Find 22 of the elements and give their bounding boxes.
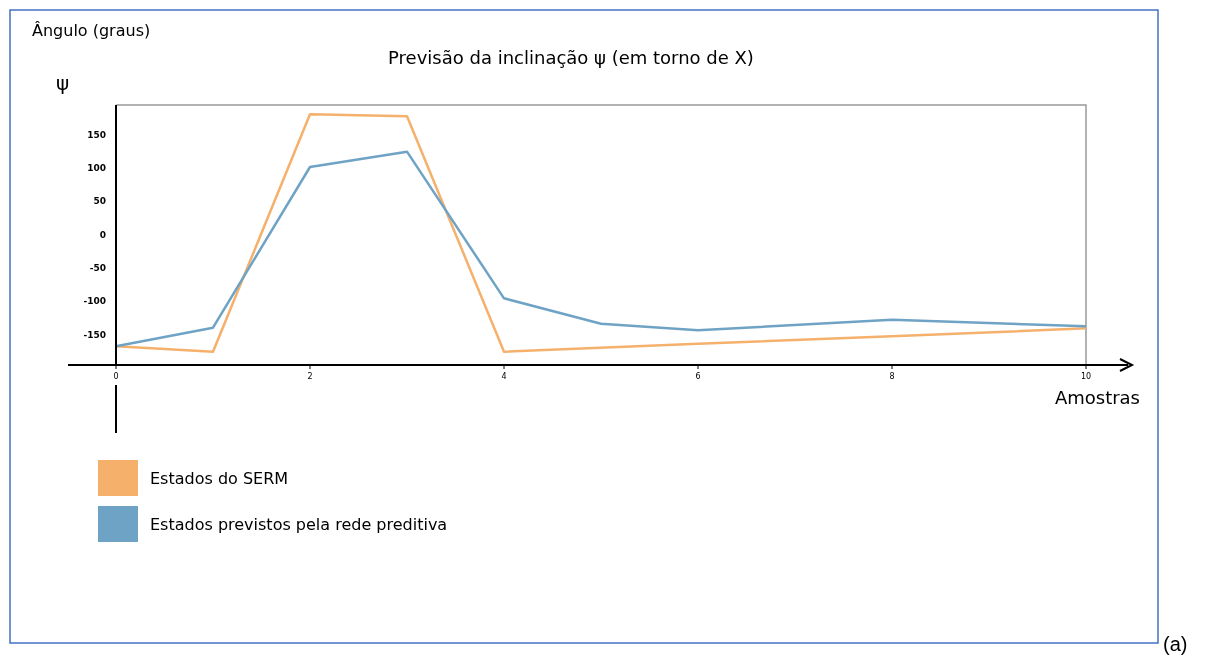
line-series bbox=[114, 113, 1088, 353]
x-tick-label: 8 bbox=[889, 372, 895, 381]
y-tick-label: -100 bbox=[83, 296, 106, 307]
x-tick-label: 10 bbox=[1080, 372, 1092, 381]
x-axis-title: Amostras bbox=[1054, 387, 1140, 408]
x-tick-label: 4 bbox=[501, 372, 507, 381]
legend-label: Estados previstos pela rede preditiva bbox=[150, 515, 448, 534]
x-tick-label: 6 bbox=[695, 372, 701, 381]
text: ψ bbox=[56, 71, 70, 95]
chart-title: Previsão da inclinação ψ (em torno de X) bbox=[388, 47, 754, 68]
text: (a) bbox=[1163, 633, 1188, 655]
y-tick-label: 50 bbox=[93, 196, 106, 207]
x-tick-label: 0 bbox=[113, 372, 119, 381]
line-series bbox=[114, 150, 1088, 348]
y-tick-label: 100 bbox=[87, 162, 106, 173]
y-tick-label: 0 bbox=[99, 229, 106, 240]
y-tick-label: -150 bbox=[83, 329, 106, 340]
y-tick-label: 150 bbox=[87, 129, 106, 140]
y-axis-title: Ângulo (graus) bbox=[32, 21, 151, 40]
legend-label: Estados do SERM bbox=[150, 469, 289, 488]
y-tick-label: -50 bbox=[89, 262, 106, 273]
x-tick-label: 2 bbox=[307, 372, 313, 381]
